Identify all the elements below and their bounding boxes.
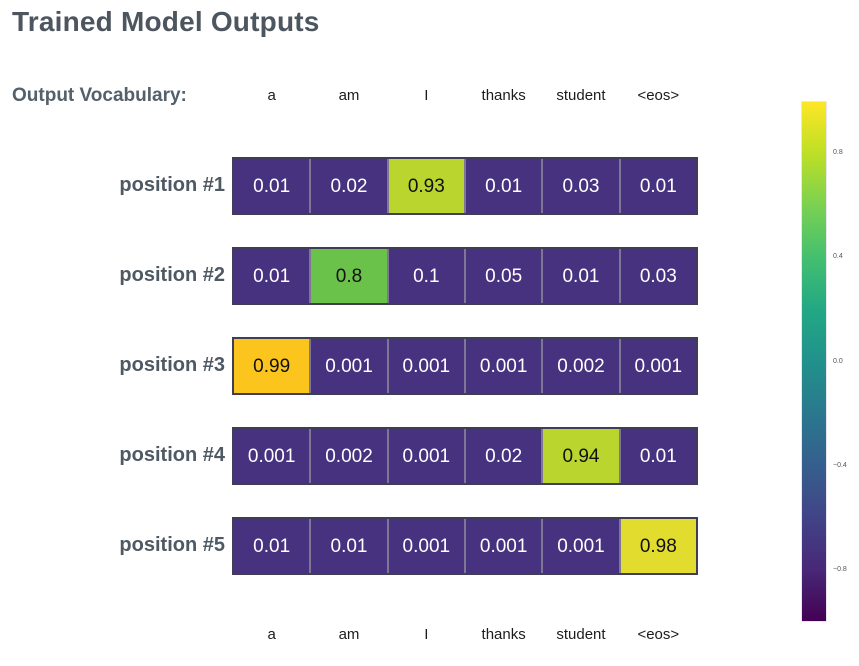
heatmap-cell: 0.002 xyxy=(541,339,619,393)
vocab-column-label: I xyxy=(424,87,429,104)
heatmap-cell: 0.001 xyxy=(234,429,310,483)
heatmap-cell: 0.01 xyxy=(309,519,387,573)
heatmap-cell: 0.001 xyxy=(463,519,542,573)
page-title: Trained Model Outputs xyxy=(12,6,320,37)
colorbar-tick-label: 0.4 xyxy=(833,253,843,261)
row-label-position-5: position #5 xyxy=(119,534,225,556)
vocab-column-label: student xyxy=(556,626,606,643)
row-label-position-3: position #3 xyxy=(119,354,225,376)
heatmap-cell: 0.1 xyxy=(386,249,464,303)
vocab-column-label: am xyxy=(338,87,360,104)
vocab-column-label: a xyxy=(267,626,276,643)
heatmap-cell: 0.002 xyxy=(309,429,387,483)
heatmap-cell: 0.01 xyxy=(463,159,542,213)
heatmap-cell: 0.001 xyxy=(618,339,696,393)
heatmap-cell: 0.01 xyxy=(618,429,696,483)
heatmap-cell: 0.001 xyxy=(309,339,387,393)
colorbar-gradient xyxy=(801,101,827,622)
row-label-position-4: position #4 xyxy=(119,444,225,466)
heatmap-cell: 0.03 xyxy=(618,249,696,303)
colorbar-tick-label: 0.0 xyxy=(833,357,843,365)
colorbar-tick-label: −0.4 xyxy=(833,461,847,469)
heatmap-cell: 0.01 xyxy=(541,249,619,303)
heatmap-cell: 0.02 xyxy=(463,429,542,483)
vocab-column-label: a xyxy=(267,87,276,104)
vocab-column-label: am xyxy=(338,626,360,643)
output-vocabulary-label: Output Vocabulary: xyxy=(12,85,187,106)
heatmap-cell: 0.03 xyxy=(541,159,619,213)
heatmap-cell: 0.02 xyxy=(309,159,387,213)
colorbar-tick-label: 0.8 xyxy=(833,149,843,157)
vocab-column-label: <eos> xyxy=(637,626,680,643)
heatmap-cell: 0.98 xyxy=(618,519,696,573)
vocab-column-label: <eos> xyxy=(637,87,680,104)
heatmap-row-1: 0.01 0.02 0.93 0.01 0.03 0.01 xyxy=(232,157,698,215)
heatmap-cell: 0.8 xyxy=(309,249,387,303)
row-label-position-2: position #2 xyxy=(119,264,225,286)
row-label-position-1: position #1 xyxy=(119,174,225,196)
vocab-column-label: I xyxy=(424,626,429,643)
heatmap-row-5: 0.01 0.01 0.001 0.001 0.001 0.98 xyxy=(232,517,698,575)
heatmap-cell: 0.01 xyxy=(234,519,310,573)
heatmap-cell: 0.001 xyxy=(386,339,464,393)
heatmap-row-2: 0.01 0.8 0.1 0.05 0.01 0.03 xyxy=(232,247,698,305)
heatmap-cell: 0.99 xyxy=(234,339,310,393)
heatmap-cell: 0.01 xyxy=(618,159,696,213)
heatmap-cell: 0.001 xyxy=(541,519,619,573)
vocab-column-label: student xyxy=(556,87,606,104)
heatmap-row-3: 0.99 0.001 0.001 0.001 0.002 0.001 xyxy=(232,337,698,395)
vocab-column-label: thanks xyxy=(481,626,526,643)
heatmap-cell: 0.93 xyxy=(386,159,464,213)
heatmap-cell: 0.05 xyxy=(463,249,542,303)
heatmap-cell: 0.94 xyxy=(541,429,619,483)
heatmap-cell: 0.001 xyxy=(386,519,464,573)
heatmap-cell: 0.001 xyxy=(386,429,464,483)
vocab-column-label: thanks xyxy=(481,87,526,104)
colorbar-tick-label: −0.8 xyxy=(833,565,847,573)
heatmap-cell: 0.01 xyxy=(234,249,310,303)
heatmap-cell: 0.01 xyxy=(234,159,310,213)
heatmap-cell: 0.001 xyxy=(463,339,542,393)
heatmap-row-4: 0.001 0.002 0.001 0.02 0.94 0.01 xyxy=(232,427,698,485)
